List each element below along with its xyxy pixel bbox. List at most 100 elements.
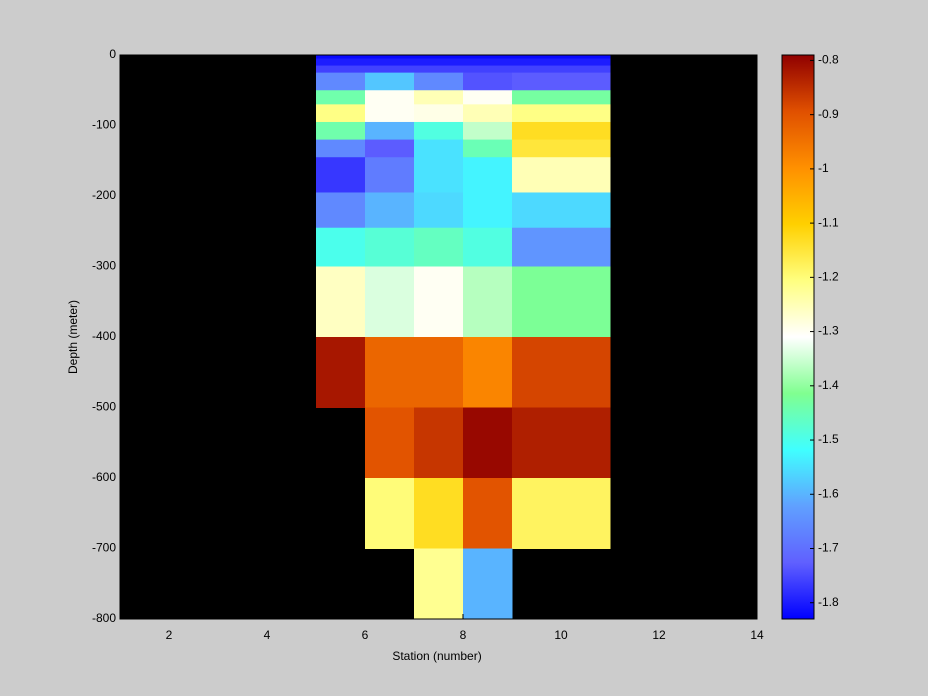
heatmap-cell <box>463 157 513 193</box>
heatmap-cell <box>316 121 366 141</box>
heatmap-cell <box>316 55 366 60</box>
heatmap-cell <box>316 104 366 123</box>
colorbar-tick-label: -1.4 <box>818 378 839 392</box>
heatmap-cell <box>414 192 464 229</box>
y-tick-label: -700 <box>92 541 116 555</box>
heatmap-cell <box>365 407 415 479</box>
heatmap-cell <box>316 192 366 229</box>
heatmap-cell <box>414 139 464 158</box>
heatmap-cell <box>365 104 415 123</box>
y-tick-label: -200 <box>92 188 116 202</box>
heatmap-cell <box>463 139 513 158</box>
heatmap-cell <box>512 157 611 193</box>
heatmap-cell <box>414 72 464 91</box>
y-tick-label: -600 <box>92 470 116 484</box>
heatmap-cell <box>316 58 366 67</box>
heatmap-cell <box>316 157 366 193</box>
heatmap-cell <box>463 227 513 267</box>
heatmap-cell <box>414 227 464 267</box>
heatmap-cell <box>463 337 513 408</box>
heatmap-cell <box>414 266 464 338</box>
heatmap-cell <box>414 55 464 60</box>
heatmap-cell <box>316 90 366 105</box>
heatmap-cell <box>463 90 513 105</box>
colorbar-tick-label: -0.8 <box>818 53 839 67</box>
heatmap-cell <box>365 192 415 229</box>
heatmap-cell <box>414 104 464 123</box>
x-tick-label: 6 <box>362 628 369 642</box>
x-tick-label: 12 <box>652 628 666 642</box>
heatmap-cell <box>463 266 513 338</box>
y-axis-label: Depth (meter) <box>66 300 80 374</box>
heatmap-cell <box>512 227 611 267</box>
heatmap-cell <box>316 65 366 74</box>
heatmap-cell <box>463 121 513 141</box>
x-tick-label: 8 <box>460 628 467 642</box>
colorbar-tick-label: -1.8 <box>818 595 839 609</box>
heatmap-cell <box>414 478 464 549</box>
heatmap-cell <box>414 121 464 141</box>
heatmap-cell <box>463 58 513 67</box>
heatmap-cell <box>512 121 611 141</box>
heatmap-cell <box>316 227 366 267</box>
heatmap-cell <box>512 72 611 91</box>
heatmap-cell <box>512 478 611 549</box>
x-tick-label: 2 <box>166 628 173 642</box>
heatmap-cell <box>512 90 611 105</box>
x-tick-label: 14 <box>750 628 764 642</box>
heatmap-cell <box>365 157 415 193</box>
heatmap-cell <box>512 65 611 74</box>
heatmap-cell <box>365 55 415 60</box>
heatmap-cell <box>463 55 513 60</box>
colorbar-tick-label: -1 <box>818 161 829 175</box>
heatmap-cell <box>463 478 513 549</box>
heatmap-cell <box>512 104 611 123</box>
heatmap-cell <box>463 548 513 620</box>
colorbar-tick-label: -1.3 <box>818 324 839 338</box>
y-tick-label: 0 <box>109 47 116 61</box>
heatmap-cell <box>365 90 415 105</box>
heatmap-cell <box>512 192 611 229</box>
heatmap-cell <box>316 139 366 158</box>
heatmap-cell <box>316 72 366 91</box>
colorbar-tick-label: -1.6 <box>818 486 839 500</box>
heatmap-cell <box>365 337 415 408</box>
y-tick-label: -500 <box>92 400 116 414</box>
x-tick-label: 10 <box>554 628 568 642</box>
x-axis-label: Station (number) <box>392 649 481 663</box>
heatmap-cell <box>365 121 415 141</box>
colorbar-tick-label: -1.1 <box>818 215 839 229</box>
heatmap-cell <box>463 104 513 123</box>
heatmap-cell <box>414 58 464 67</box>
heatmap-cell <box>414 90 464 105</box>
heatmap-cell <box>414 157 464 193</box>
heatmap-cell <box>414 548 464 620</box>
heatmap-cell <box>512 407 611 479</box>
heatmap-cell <box>512 266 611 338</box>
heatmap-cell <box>365 478 415 549</box>
heatmap-cell <box>365 65 415 74</box>
colorbar-tick-label: -0.9 <box>818 107 839 121</box>
heatmap-cell <box>365 266 415 338</box>
y-tick-label: -400 <box>92 329 116 343</box>
heatmap-cell <box>365 227 415 267</box>
heatmap-cell <box>512 58 611 67</box>
heatmap-cell <box>365 58 415 67</box>
heatmap-cell <box>512 55 611 60</box>
x-tick-label: 4 <box>264 628 271 642</box>
colorbar <box>781 54 815 620</box>
colorbar-tick-label: -1.2 <box>818 270 839 284</box>
heatmap-cell <box>365 72 415 91</box>
heatmap-cell <box>316 266 366 338</box>
colorbar-tick-label: -1.7 <box>818 541 839 555</box>
heatmap-cell <box>512 139 611 158</box>
heatmap-cell <box>463 407 513 479</box>
heatmap-cell <box>414 337 464 408</box>
heatmap-cell <box>463 192 513 229</box>
y-tick-label: -100 <box>92 118 116 132</box>
heatmap-cell <box>414 407 464 479</box>
heatmap-cell <box>365 139 415 158</box>
y-tick-label: -300 <box>92 259 116 273</box>
y-tick-label: -800 <box>92 611 116 625</box>
